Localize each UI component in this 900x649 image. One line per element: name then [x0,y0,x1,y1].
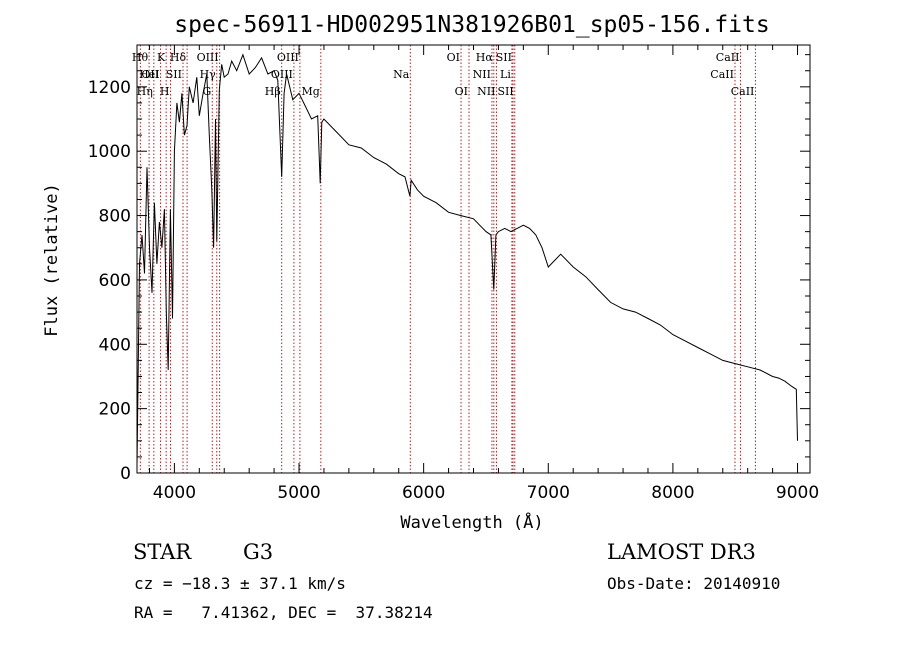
plot-frame [136,44,811,474]
redshift-text: cz = −18.3 ± 37.1 km/s [134,574,346,593]
y-tick-label-4: 800 [99,207,131,227]
line-marker-label-14: Mg [302,85,320,98]
line-marker-label-26: CaII [731,85,755,98]
line-marker-label-20: NII [477,85,495,98]
line-marker-label-22: Li [500,68,511,81]
y-axis-label: Flux (relative) [42,183,62,337]
x-tick-label-0: 4000 [153,483,196,503]
line-marker-label-2: Hη [137,85,153,98]
y-tick-label-2: 400 [99,335,131,355]
coordinates-text: RA = 7.41362, DEC = 37.38214 [134,603,433,622]
obs-date-text: Obs-Date: 20140910 [607,574,781,593]
object-subclass: G3 [243,540,274,564]
spectrum-line [136,53,798,467]
line-marker-label-16: OI [447,51,460,64]
line-marker-label-13: OIII [271,68,293,81]
x-axis-label: Wavelength (Å) [400,511,543,533]
y-tick-label-5: 1000 [88,142,131,162]
line-marker-label-3: HeI [139,68,159,81]
survey-name: LAMOST DR3 [607,540,756,564]
line-marker-label-8: OIII [197,51,219,64]
line-marker-label-12: OIII [277,51,299,64]
x-tick-label-1: 5000 [277,483,320,503]
line-marker-label-25: CaII [710,68,734,81]
line-marker-label-17: OI [455,85,468,98]
x-tick-label-4: 8000 [651,483,694,503]
line-marker-label-10: G [202,85,211,98]
line-marker-label-9: Hγ [200,68,217,81]
line-marker-label-4: K [157,51,166,64]
line-marker-label-19: NII [473,68,491,81]
line-marker-label-24: CaII [716,51,740,64]
line-marker-label-23: SII [498,85,514,98]
y-axis-ticks: 0 200 400 600 800 1000 1200 [88,54,810,484]
x-tick-label-5: 9000 [776,483,819,503]
chart-title: spec-56911-HD002951N381926B01_sp05-156.f… [174,12,769,38]
line-marker-label-11: Hβ [265,85,281,98]
line-marker-label-18: Hα [476,51,494,64]
line-markers [139,45,756,473]
line-marker-label-5: SII [166,68,182,81]
y-tick-label-1: 200 [99,400,131,420]
line-marker-label-1: OII [141,68,159,81]
x-tick-label-2: 6000 [402,483,445,503]
object-class: STAR [133,540,192,564]
x-axis-ticks: 4000 5000 6000 7000 8000 9000 [148,45,819,503]
line-marker-label-6: H [160,85,170,98]
x-tick-label-3: 7000 [527,483,570,503]
y-tick-label-0: 0 [120,464,131,484]
y-tick-label-6: 1200 [88,78,131,98]
line-marker-label-21: SII [496,51,512,64]
y-tick-label-3: 600 [99,271,131,291]
line-marker-label-15: Na [393,68,410,81]
line-marker-label-7: Hδ [170,51,187,64]
line-marker-label-0: Hθ [132,51,149,64]
